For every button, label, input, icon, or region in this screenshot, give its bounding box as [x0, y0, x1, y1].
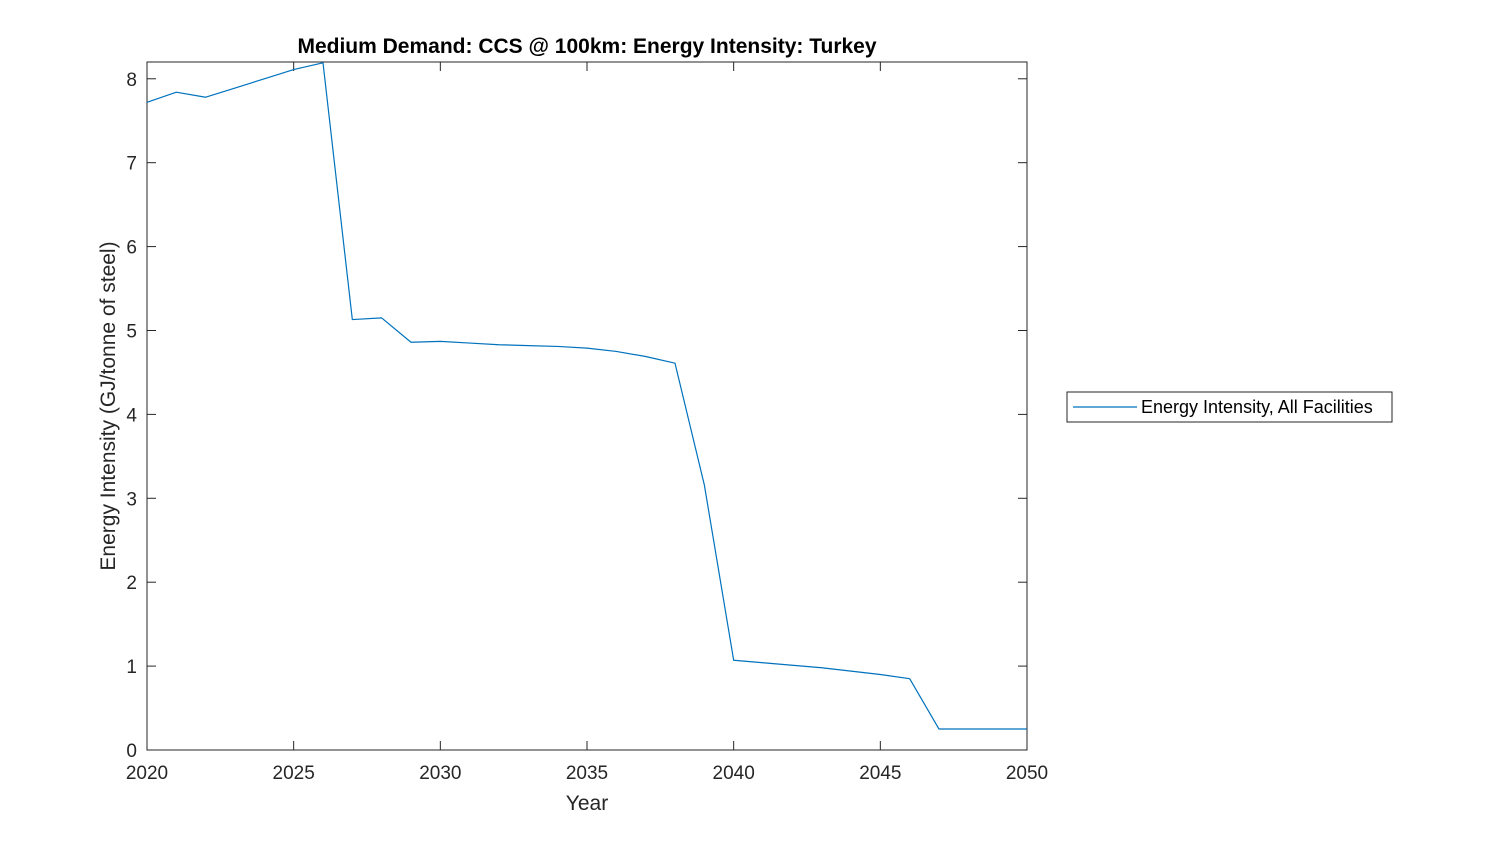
y-tick-label: 4: [126, 405, 137, 426]
y-tick-label: 8: [126, 70, 137, 91]
y-tick-labels: 0 1 2 3 4 5 6 7 8: [126, 70, 137, 762]
y-tick-label: 3: [126, 489, 137, 510]
x-tick-labels: 2020 2025 2030 2035 2040 2045 2050: [126, 763, 1048, 784]
x-tick-label: 2020: [126, 763, 168, 784]
x-axis-label: Year: [566, 792, 608, 815]
x-tick-label: 2030: [419, 763, 461, 784]
series-layer: [146, 62, 1027, 730]
y-tick-label: 7: [126, 154, 137, 175]
y-tick-label: 0: [126, 741, 137, 762]
legend[interactable]: Energy Intensity, All Facilities: [1066, 391, 1393, 423]
y-axis-label: Energy Intensity (GJ/tonne of steel): [97, 241, 120, 570]
plot-area: [146, 61, 1028, 751]
x-tick-label: 2045: [859, 763, 901, 784]
x-tick-label: 2035: [566, 763, 608, 784]
y-tick-label: 5: [126, 321, 137, 342]
chart-title: Medium Demand: CCS @ 100km: Energy Inten…: [297, 35, 876, 58]
y-tick-label: 2: [126, 573, 137, 594]
axis-ticks: [146, 62, 1028, 751]
y-tick-label: 6: [126, 238, 137, 259]
series-line-1: [146, 62, 1027, 730]
y-tick-label: 1: [126, 657, 137, 678]
x-tick-label: 2040: [713, 763, 755, 784]
x-tick-label: 2025: [273, 763, 315, 784]
x-tick-label: 2050: [1006, 763, 1048, 784]
legend-entry-label: Energy Intensity, All Facilities: [1141, 397, 1373, 417]
